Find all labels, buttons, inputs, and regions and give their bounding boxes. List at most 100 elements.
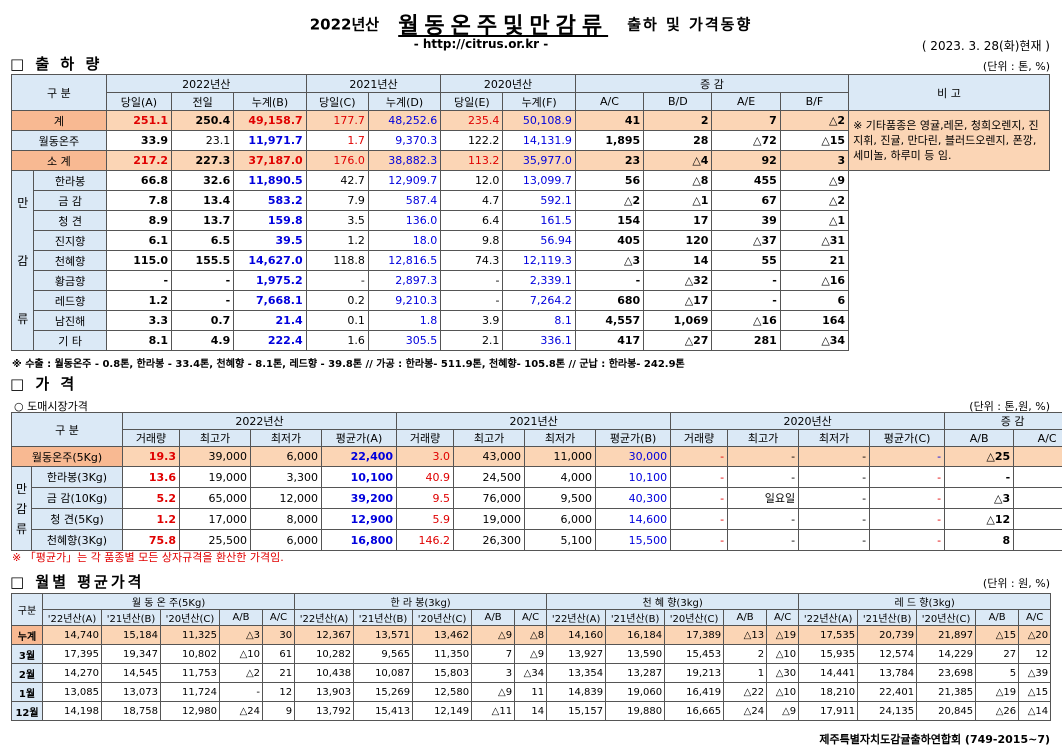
cell: △2: [779, 110, 850, 131]
cell: 0.2: [305, 290, 369, 311]
cell: -: [171, 270, 235, 291]
cell: 7.8: [105, 190, 173, 211]
cell: 251.1: [105, 110, 173, 131]
col-header: 전일: [171, 92, 235, 111]
cell: 19,347: [101, 644, 161, 664]
cell: 6,000: [524, 508, 597, 530]
cell: 18.0: [367, 230, 442, 251]
cell: 17: [643, 210, 713, 231]
price-section-title: □ 가 격: [10, 375, 78, 393]
group-label-char: 만: [15, 481, 28, 496]
cell: △3: [574, 250, 645, 271]
cell: 3: [471, 663, 516, 683]
col-header: A/C: [766, 609, 800, 626]
table-row: 계 251.1 250.4 49,158.7 177.7 48,252.6 23…: [11, 110, 1050, 171]
cell: 1,069: [643, 310, 713, 331]
col-header: A/B: [219, 609, 263, 626]
cell: △30: [766, 663, 800, 683]
cell: △9: [471, 682, 516, 702]
cell: 417: [574, 330, 645, 351]
report-date: ( 2023. 3. 28(화)현재 ): [921, 39, 1050, 53]
col-header: '22년산(A): [42, 609, 102, 626]
cell: 9,565: [353, 644, 414, 664]
cell: 11,753: [160, 663, 220, 683]
cell: 6,000: [250, 529, 322, 551]
cell: 55: [711, 250, 781, 271]
table-row: 금 감(10Kg) 5.2 65,000 12,000 39,200 9.5 76,000 9…: [12, 487, 1062, 509]
price-table: 구 분 2022년산 2021년산 2020년산 증 감 거래량 최고가 최저가 평균…: [11, 412, 1062, 551]
cell: △9: [471, 625, 516, 645]
cell: △4: [643, 150, 713, 171]
cell: 2.1: [440, 330, 504, 351]
cell: 14,160: [546, 625, 607, 645]
cell: △10: [219, 644, 263, 664]
cell: 7,668.1: [233, 290, 307, 311]
cell: 13,073: [101, 682, 161, 702]
cell: 15,269: [353, 682, 414, 702]
cell: 13,927: [546, 644, 607, 664]
col-header: 최저가: [250, 429, 322, 447]
row-label: 진지향: [33, 230, 107, 251]
table-row: 3월 17,395 19,347 10,802 △10 61 10,282 9,565 11,3…: [11, 644, 1052, 664]
cell: 65,000: [179, 487, 251, 509]
row-label: 한라봉(3Kg): [31, 466, 123, 488]
cell: △13: [723, 625, 768, 645]
cell: 11,325: [160, 625, 220, 645]
cell: 33.9: [105, 130, 173, 151]
cell: 161.5: [502, 210, 576, 231]
cell: 76,000: [453, 487, 526, 509]
cell: 15,935: [798, 644, 859, 664]
cell: 27: [975, 644, 1020, 664]
cell: -: [1013, 466, 1062, 488]
cell: -: [798, 487, 871, 509]
col-header: '21년산(B): [353, 609, 414, 626]
cell: 5.9: [396, 508, 455, 530]
cell: 3.9: [440, 310, 504, 331]
cell: -: [798, 446, 871, 467]
col-header: A/B: [944, 429, 1015, 447]
cell: 227.3: [171, 150, 235, 171]
website-url[interactable]: - http://citrus.or.kr -: [413, 37, 549, 51]
row-label: 레드향: [33, 290, 107, 311]
cell: △72: [711, 130, 781, 151]
shipment-head-remarks: 비 고: [848, 74, 1050, 111]
cell: 25,500: [179, 529, 251, 551]
cell: △15: [975, 625, 1020, 645]
group-label-char: 감: [15, 501, 28, 516]
cell: 136.0: [367, 210, 442, 231]
cell: -: [727, 529, 800, 551]
table-row: 청 견 8.9 13.7 159.8 3.5 136.0 6.4 161.5 154 17 39 △1: [12, 210, 1050, 231]
cell: △37: [711, 230, 781, 251]
cell: 115.0: [105, 250, 173, 271]
cell: -: [574, 270, 645, 291]
group-label-char: 류: [15, 521, 28, 536]
col-header: B/D: [643, 92, 713, 111]
cell: 15,500: [595, 529, 672, 551]
cell: 12,574: [857, 644, 918, 664]
cell: 17,911: [798, 701, 859, 721]
cell: 10,100: [595, 466, 672, 488]
cell: 15,803: [412, 663, 473, 683]
cell: 22,401: [857, 682, 918, 702]
cell: 67: [711, 190, 781, 211]
table-row: 12월 14,198 18,758 12,980 △24 9 13,792 15,413 12,…: [11, 701, 1052, 721]
cell: 2,339.1: [502, 270, 576, 291]
cell: 19,213: [664, 663, 725, 683]
cell: 12,000: [250, 487, 322, 509]
cell: -: [944, 466, 1015, 488]
cell: 12.0: [440, 170, 504, 191]
cell: 26,300: [453, 529, 526, 551]
cell: 120: [643, 230, 713, 251]
cell: 40,300: [595, 487, 672, 509]
cell: △15: [779, 130, 850, 151]
cell: 3: [779, 150, 850, 171]
cell: △25: [944, 446, 1015, 467]
cell: 1,895: [574, 130, 645, 151]
shipment-section-title: □ 출 하 량: [10, 55, 103, 73]
cell: -: [798, 466, 871, 488]
cell: 7.9: [305, 190, 369, 211]
cell: 10,282: [294, 644, 355, 664]
cell: △8: [514, 625, 548, 645]
cell: △10: [766, 644, 800, 664]
